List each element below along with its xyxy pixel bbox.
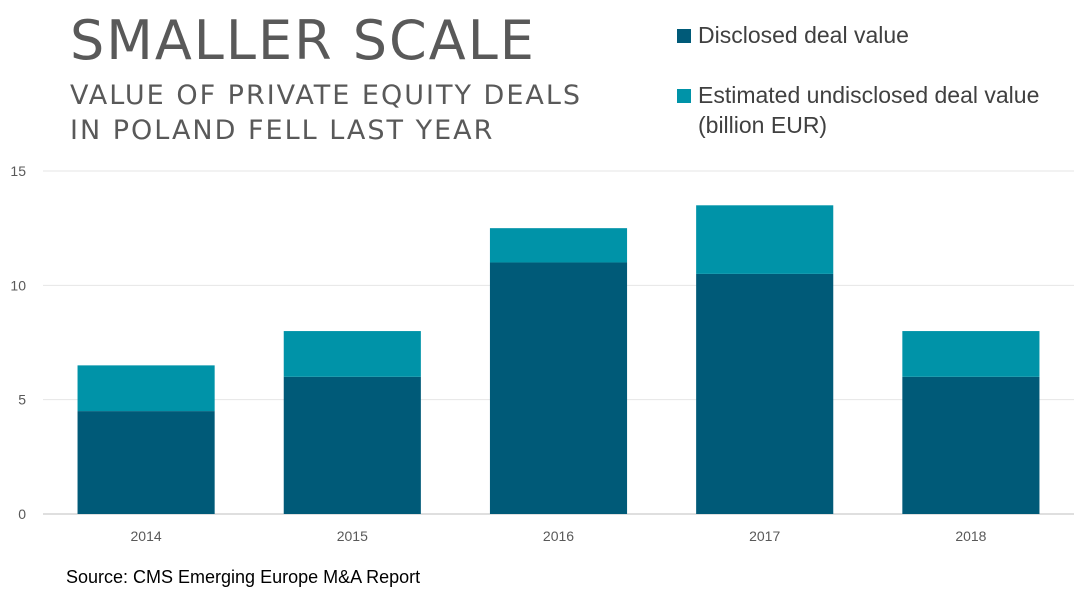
bar-disclosed-2016 <box>489 262 628 514</box>
x-tick-label: 2014 <box>131 528 162 544</box>
bar-disclosed-2014 <box>77 411 215 514</box>
legend-label-unit: (billion EUR) <box>698 112 828 138</box>
chart-subtitle: VALUE OF PRIVATE EQUITY DEALS IN POLAND … <box>70 78 582 148</box>
y-tick-label: 15 <box>10 163 26 179</box>
y-axis-ticks: 0 5 10 15 <box>10 163 26 522</box>
subtitle-line-1: VALUE OF PRIVATE EQUITY DEALS <box>70 80 583 111</box>
bar-disclosed-2017 <box>696 273 834 514</box>
legend: Disclosed deal value Estimated undisclos… <box>677 20 1087 140</box>
bar-undisclosed-2014 <box>77 365 215 412</box>
legend-label-undisclosed: Estimated undisclosed deal value <box>698 82 1040 108</box>
legend-swatch-disclosed <box>677 29 691 43</box>
legend-item-disclosed: Disclosed deal value <box>677 20 1087 50</box>
x-tick-label: 2015 <box>337 528 368 544</box>
chart-title: SMALLER SCALE <box>70 9 536 72</box>
x-tick-label: 2017 <box>749 528 780 544</box>
x-tick-label: 2016 <box>543 528 574 544</box>
y-tick-label: 5 <box>18 392 26 408</box>
bars <box>77 205 1040 514</box>
legend-item-undisclosed: Estimated undisclosed deal value (billio… <box>677 80 1087 140</box>
x-tick-label: 2018 <box>955 528 986 544</box>
bar-undisclosed-2016 <box>489 228 628 263</box>
x-axis-ticks: 2014 2015 2016 2017 2018 <box>131 528 987 544</box>
legend-swatch-undisclosed <box>677 89 691 103</box>
bar-disclosed-2015 <box>283 376 421 514</box>
legend-label-disclosed: Disclosed deal value <box>698 22 909 48</box>
source-note: Source: CMS Emerging Europe M&A Report <box>66 567 421 587</box>
y-tick-label: 10 <box>10 277 26 293</box>
bar-disclosed-2018 <box>902 376 1040 514</box>
y-tick-label: 0 <box>18 506 26 522</box>
subtitle-line-2: IN POLAND FELL LAST YEAR <box>70 115 495 146</box>
bar-undisclosed-2017 <box>696 205 834 274</box>
bar-undisclosed-2018 <box>902 331 1040 377</box>
bar-undisclosed-2015 <box>283 331 421 377</box>
